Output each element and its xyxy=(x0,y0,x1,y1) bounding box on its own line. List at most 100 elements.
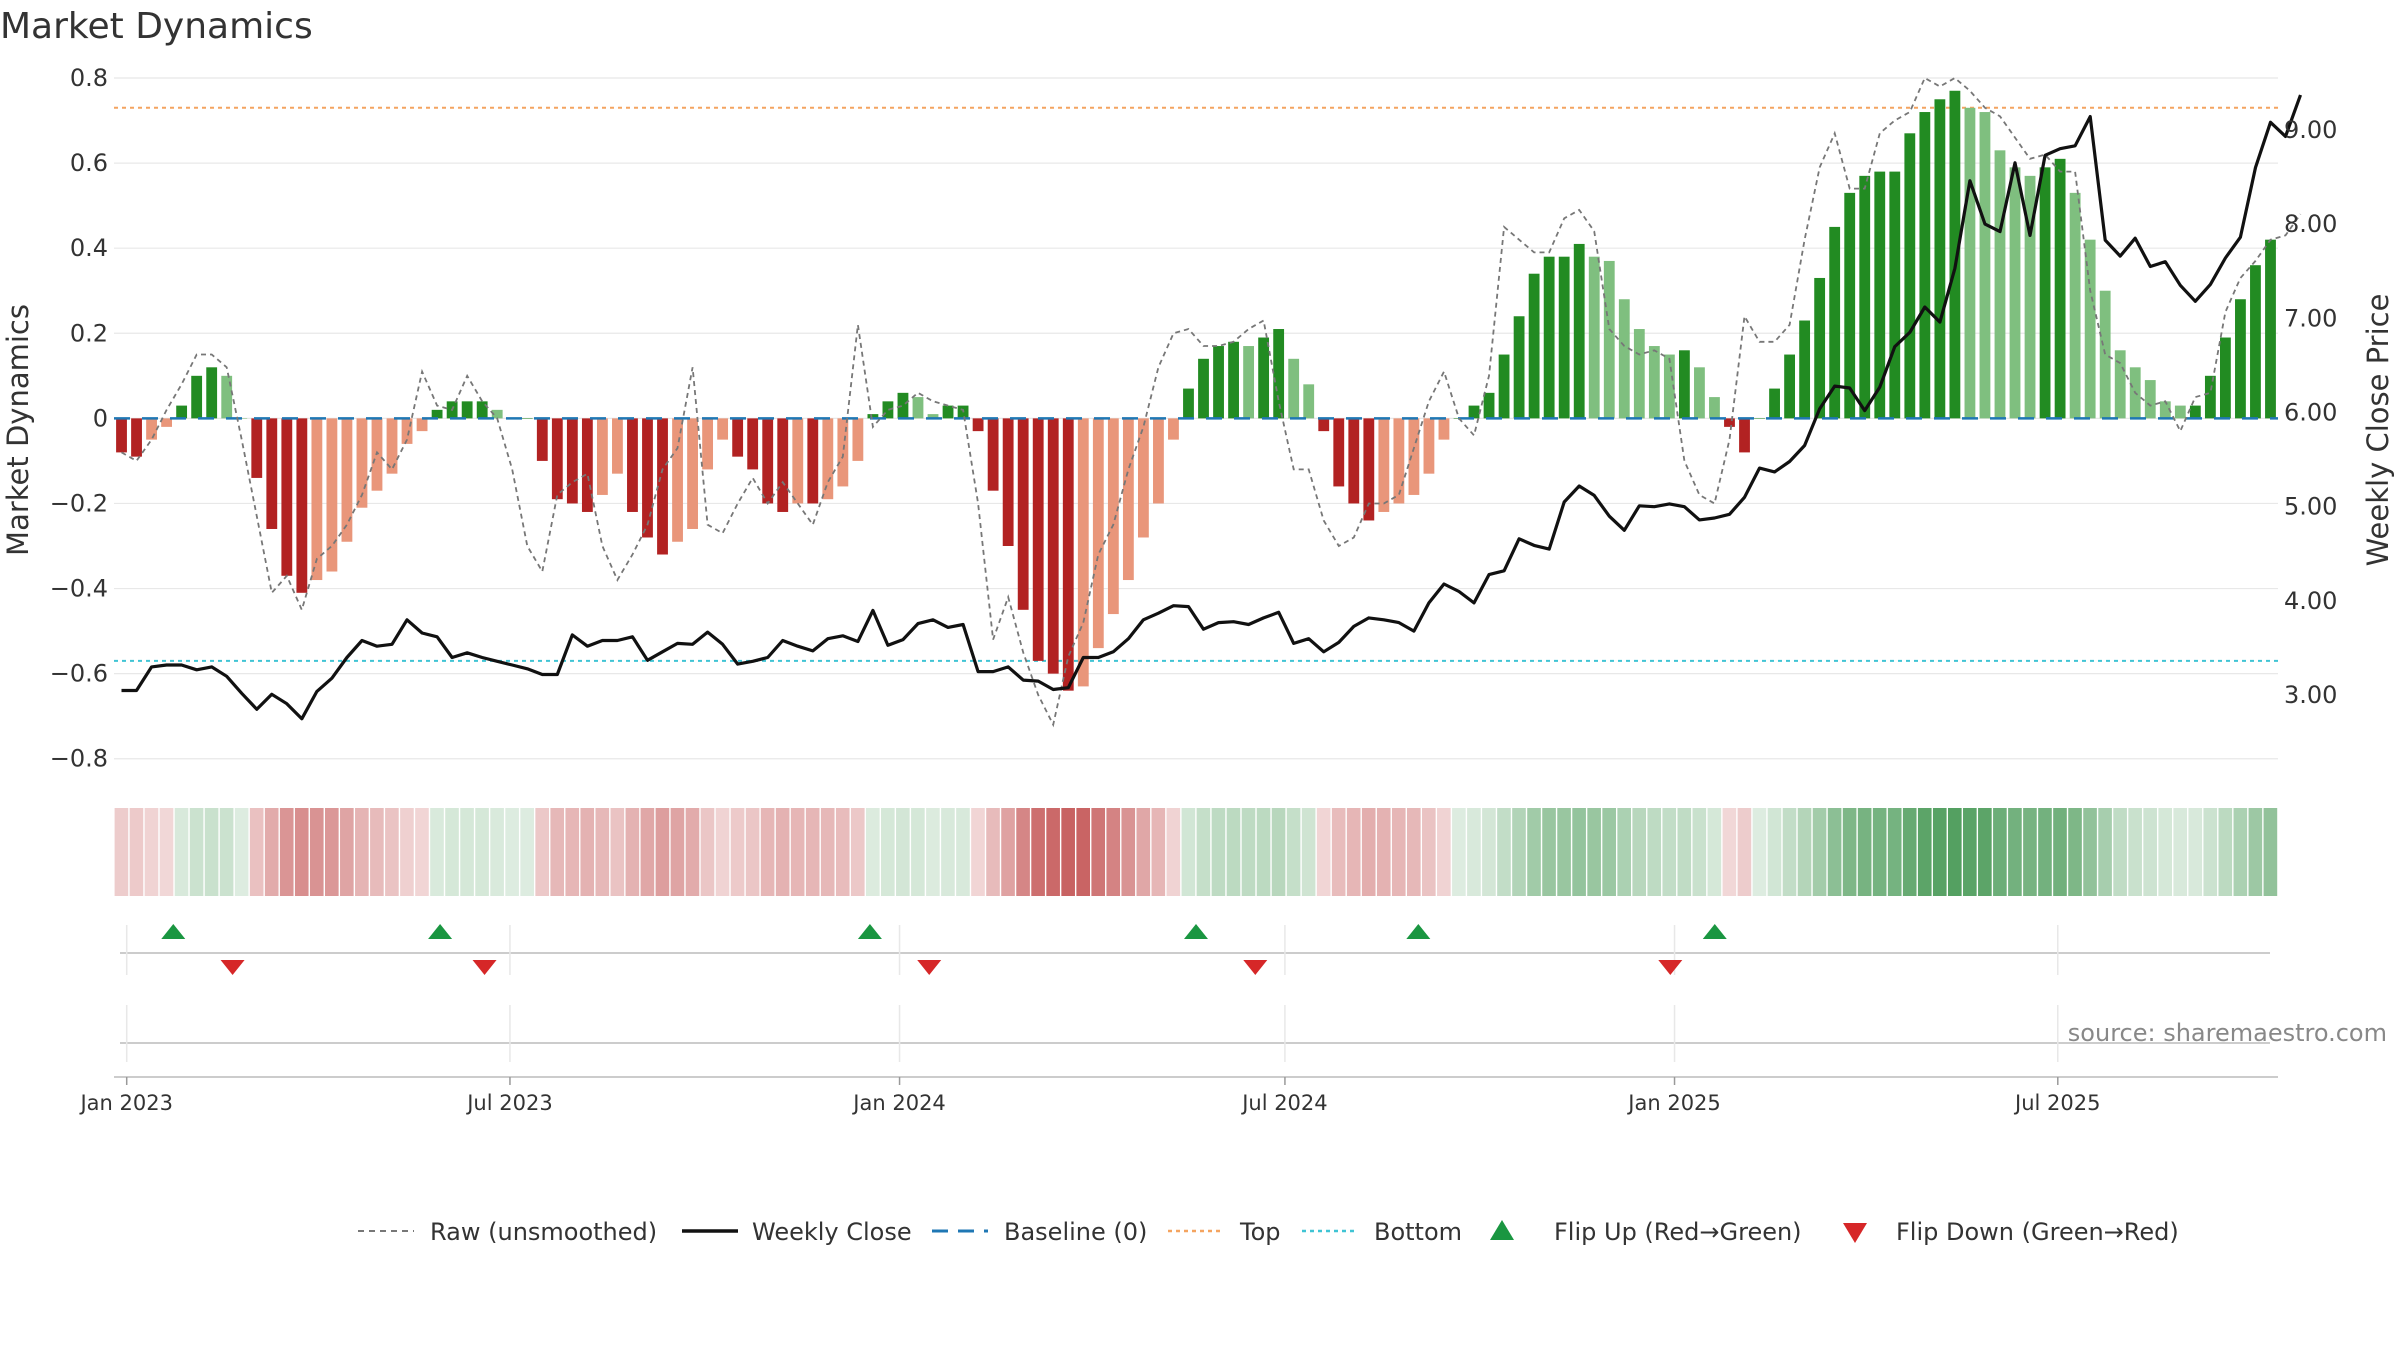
dynamics-bar xyxy=(341,418,353,542)
dynamics-bar xyxy=(687,418,698,529)
dynamics-bar xyxy=(1273,329,1285,419)
dynamics-bar xyxy=(401,418,413,444)
heat-cell xyxy=(1271,808,1286,896)
heat-cell xyxy=(790,808,805,896)
heat-cell xyxy=(2053,808,2067,896)
legend-bottom: Bottom xyxy=(1302,1218,1462,1246)
dynamics-bar xyxy=(1799,320,1811,419)
dynamics-bar xyxy=(1153,418,1164,504)
heat-cell xyxy=(1422,808,1436,896)
grid-lines xyxy=(114,77,2278,760)
dynamics-bar xyxy=(1648,346,1660,419)
heat-cell xyxy=(835,808,850,896)
y-tick-label: 0.8 xyxy=(70,64,108,92)
dynamics-bar xyxy=(1032,418,1044,661)
heat-cell xyxy=(1076,808,1091,896)
heat-cell xyxy=(760,808,775,896)
dynamics-bar xyxy=(717,418,729,440)
y2-tick-label: 4.00 xyxy=(2284,587,2337,615)
date-tick-label: Jul 2023 xyxy=(465,1091,552,1115)
regime-heat-strip xyxy=(114,808,2278,896)
heat-cell xyxy=(580,808,595,896)
dynamics-bar xyxy=(2204,375,2216,419)
dynamics-bar xyxy=(251,418,263,478)
dynamics-bar xyxy=(176,405,188,419)
heat-cell xyxy=(460,808,474,896)
source-credit: source: sharemaestro.com xyxy=(2068,1019,2387,1047)
dynamics-bar xyxy=(1198,358,1209,419)
heat-cell xyxy=(1932,808,1947,896)
heat-cell xyxy=(1316,808,1331,896)
heat-cell xyxy=(144,808,159,896)
weekly-close-line xyxy=(121,94,2303,721)
heat-cell xyxy=(430,808,444,896)
heat-cell xyxy=(1061,808,1075,896)
dynamics-bar xyxy=(897,392,909,419)
flip-down-marker xyxy=(917,960,942,975)
heat-cell xyxy=(204,808,219,896)
heat-cell xyxy=(2128,808,2142,896)
dynamics-bar xyxy=(1378,418,1390,512)
heat-cell xyxy=(1587,808,1601,896)
dynamics-bar xyxy=(2189,405,2201,419)
dynamics-bar xyxy=(1663,354,1675,419)
heat-cell xyxy=(505,808,519,896)
dynamics-bar xyxy=(1784,354,1796,419)
heat-cell xyxy=(655,808,670,896)
dynamics-bar xyxy=(1333,418,1345,487)
heat-cell xyxy=(2173,808,2188,896)
dynamics-bar xyxy=(1002,418,1014,546)
heat-cell xyxy=(1181,808,1196,896)
y-axis-label: Market Dynamics xyxy=(1,304,35,556)
heat-cell xyxy=(730,808,745,896)
y-tick-label: 0 xyxy=(93,404,108,432)
heat-cell xyxy=(941,808,955,896)
heat-cell xyxy=(1091,808,1106,896)
dynamics-bar xyxy=(1603,260,1615,419)
heat-cell xyxy=(1452,808,1466,896)
heat-cell xyxy=(1151,808,1166,896)
heat-cell xyxy=(370,808,384,896)
heat-cell xyxy=(1602,808,1616,896)
legend-bottom-label: Bottom xyxy=(1374,1218,1462,1246)
heat-cell xyxy=(911,808,925,896)
heat-cell xyxy=(700,808,715,896)
heat-cell xyxy=(1752,808,1767,896)
y2-tick-label: 6.00 xyxy=(2284,399,2337,427)
dynamics-bar xyxy=(882,401,894,419)
flip-up-marker xyxy=(161,924,186,939)
dynamics-bar xyxy=(1137,418,1149,538)
dynamics-bar xyxy=(1919,112,1931,419)
heat-cell xyxy=(264,808,279,896)
heat-cell xyxy=(219,808,234,896)
y2-tick-label: 9.00 xyxy=(2284,116,2337,144)
heat-cell xyxy=(1677,808,1692,896)
heat-cell xyxy=(1647,808,1662,896)
dynamics-bar xyxy=(807,418,819,504)
y-tick-label: 0.4 xyxy=(70,234,108,262)
date-tick-label: Jan 2025 xyxy=(1626,1091,1721,1115)
heat-cell xyxy=(189,808,204,896)
dynamics-bar xyxy=(1543,256,1555,419)
heat-cell xyxy=(2233,808,2248,896)
heat-cell xyxy=(1872,808,1887,896)
heat-cell xyxy=(490,808,504,896)
heat-cell xyxy=(565,808,580,896)
y2-tick-label: 8.00 xyxy=(2284,210,2337,238)
dynamics-bar xyxy=(777,418,789,512)
dynamics-bar xyxy=(657,418,668,555)
dynamics-bar xyxy=(1483,392,1495,419)
dynamics-bar xyxy=(1889,171,1901,419)
legend-baseline-label: Baseline (0) xyxy=(1004,1218,1147,1246)
heat-cell xyxy=(2113,808,2127,896)
heat-cell xyxy=(1842,808,1857,896)
dynamics-bar xyxy=(1949,90,1961,419)
y-tick-label: −0.6 xyxy=(50,660,108,688)
dynamics-bar xyxy=(1303,384,1315,419)
dynamics-bar xyxy=(326,418,338,572)
heat-cell xyxy=(340,808,354,896)
dynamics-bar xyxy=(356,418,368,508)
y-tick-label: −0.8 xyxy=(50,745,108,773)
date-axis: Jan 2023 Jul 2023 Jan 2024 Jul 2024 Jan 2025… xyxy=(78,1076,2278,1115)
dynamics-bar xyxy=(2250,265,2261,419)
